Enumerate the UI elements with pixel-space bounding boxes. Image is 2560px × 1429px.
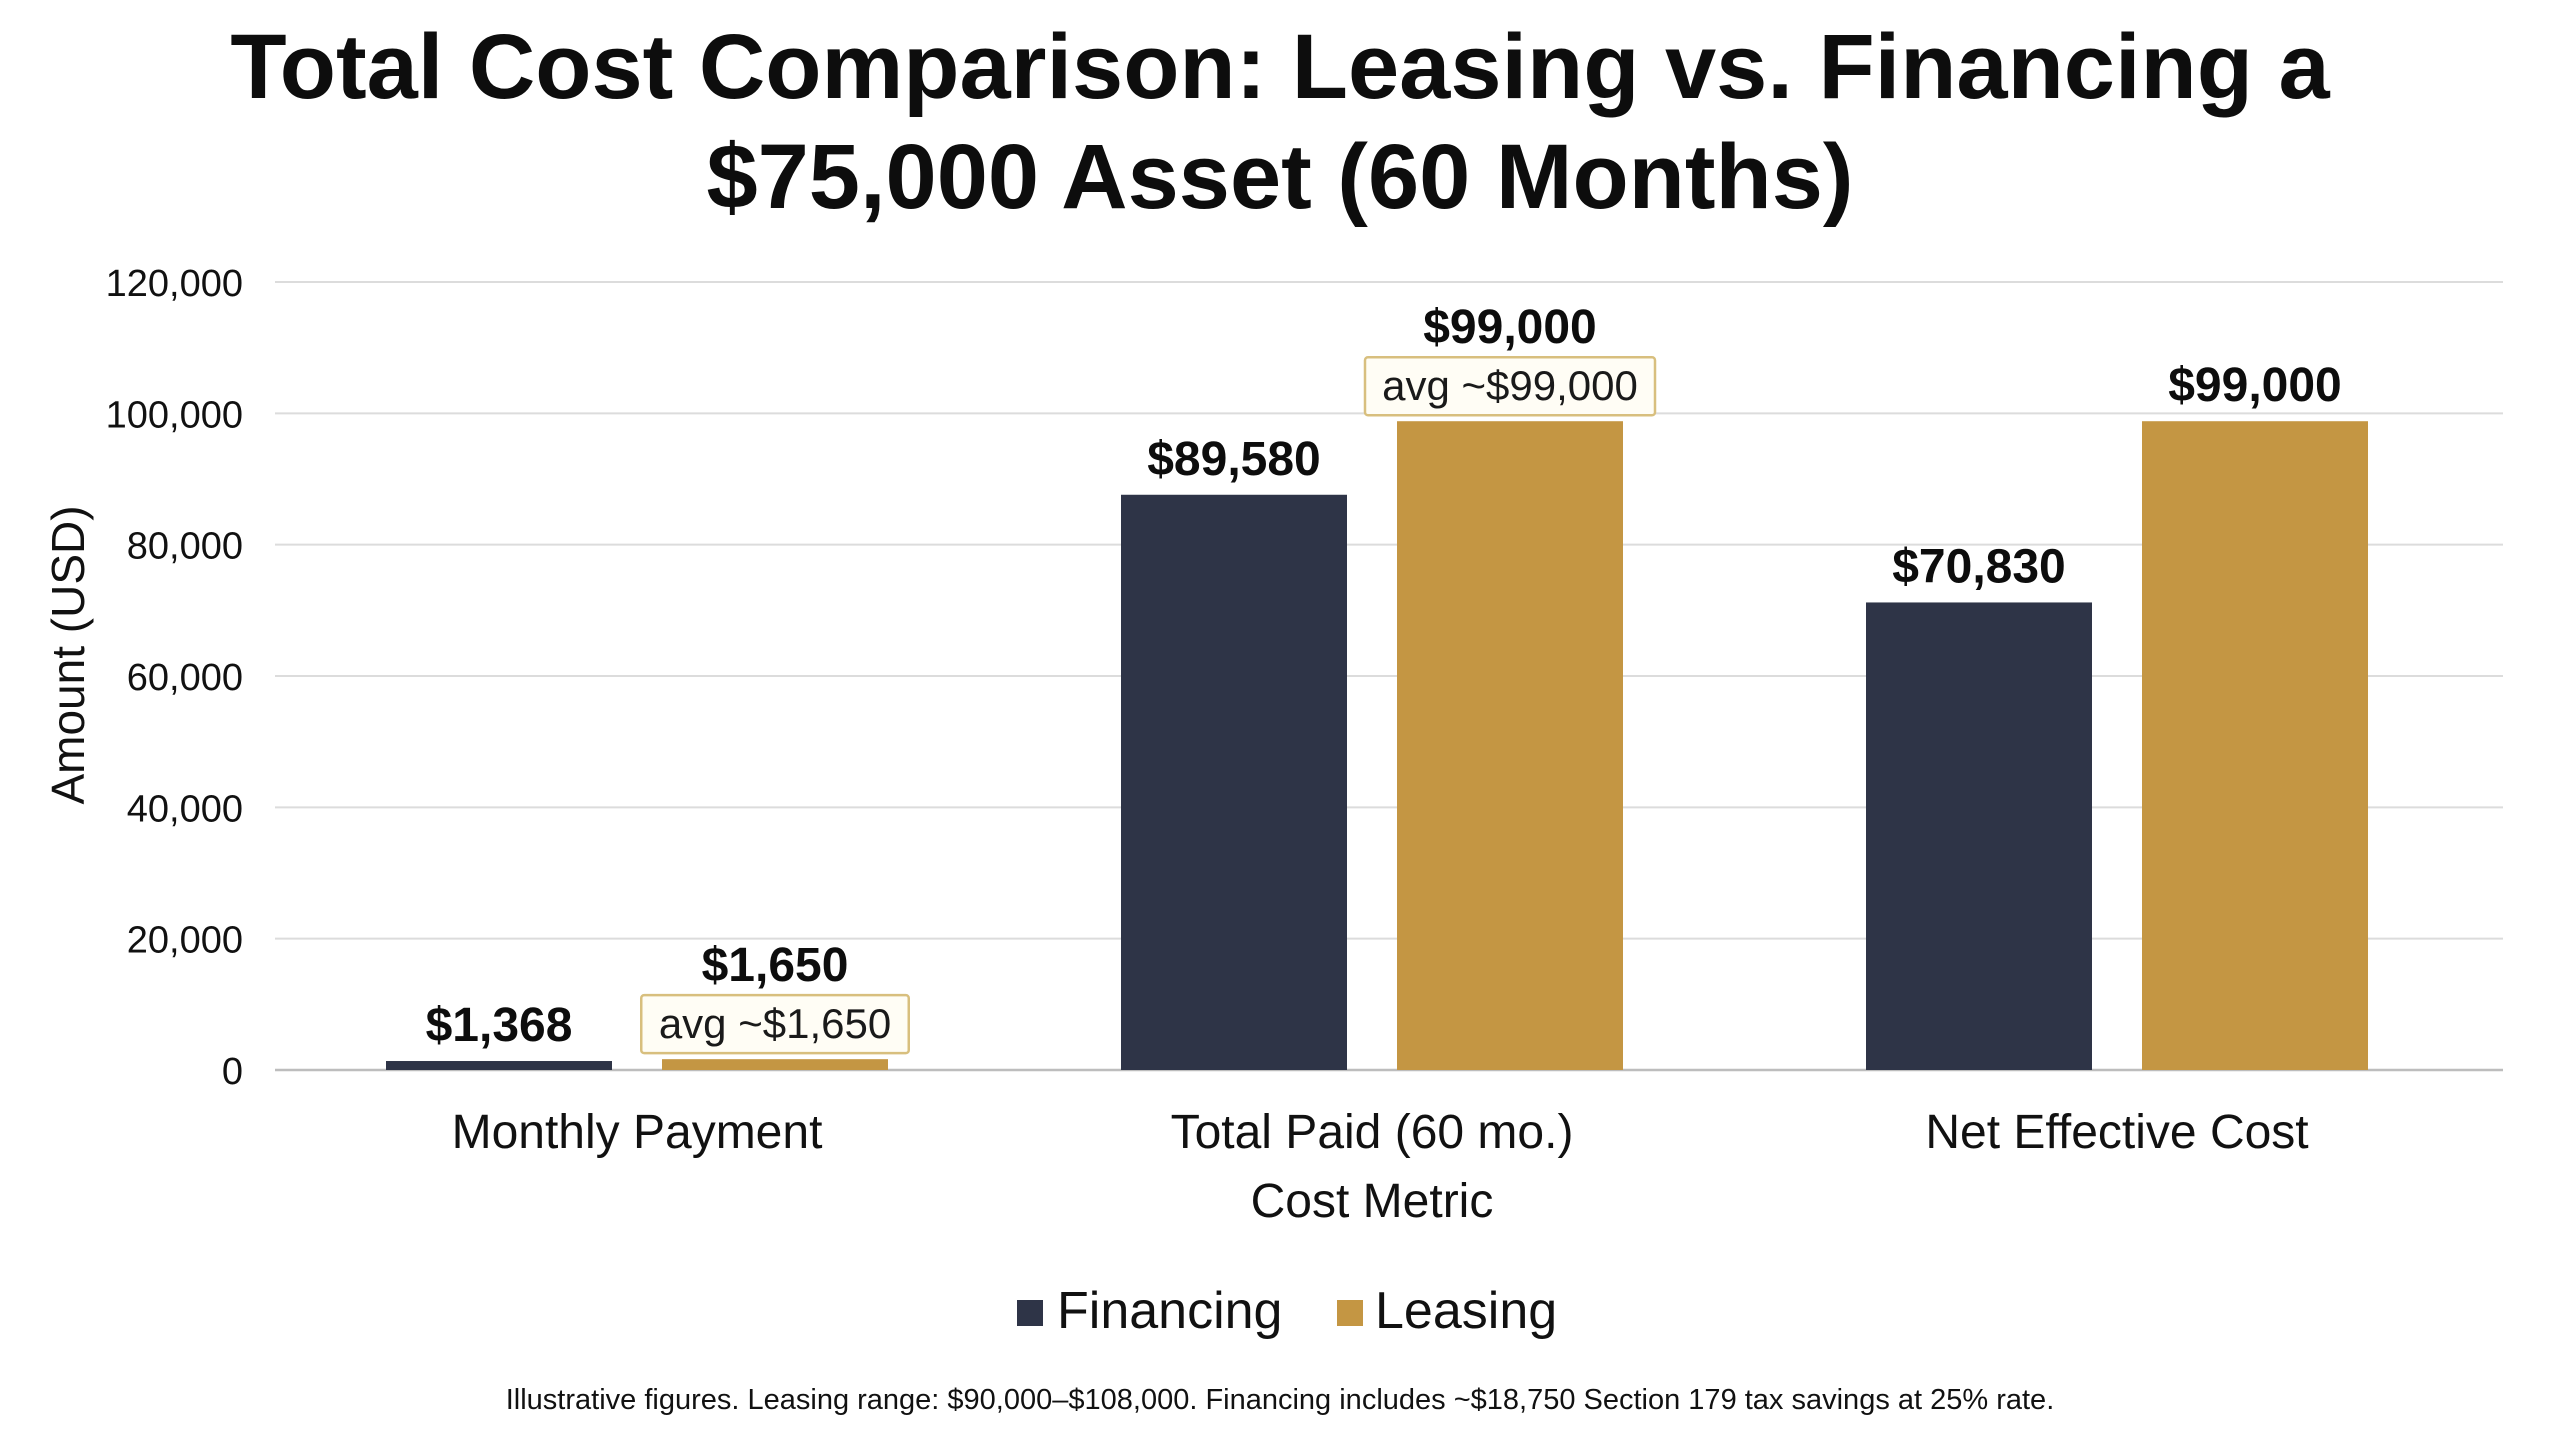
data-label: $99,000 <box>2168 359 2342 412</box>
bar-financing-0 <box>386 1061 612 1070</box>
data-label: $99,000 <box>1423 301 1597 354</box>
annotations: avg ~$1,650 avg ~$99,000 <box>640 355 1657 1055</box>
y-axis-label: Amount (USD) <box>42 505 94 804</box>
annotation-text: avg ~$1,650 <box>659 1000 891 1047</box>
value-labels: $1,368 $1,650 $89,580 $99,000 $70,830 $99,000 <box>426 301 2342 1052</box>
legend-label: Financing <box>1057 1282 1282 1340</box>
bar-financing-2 <box>1866 602 2092 1070</box>
x-tick-label: Monthly Payment <box>452 1106 823 1159</box>
legend: Financing Leasing <box>1017 1282 1557 1340</box>
y-tick-label: 0 <box>222 1051 243 1093</box>
y-tick-label: 100,000 <box>106 394 243 436</box>
legend-item-leasing: Leasing <box>1337 1282 1557 1340</box>
chart-title-line-1: Total Cost Comparison: Leasing vs. Finan… <box>230 16 2330 118</box>
annotation-box: avg ~$1,650 <box>640 993 910 1055</box>
data-label: $70,830 <box>1892 540 2066 593</box>
legend-swatch <box>1337 1300 1363 1326</box>
bar-financing-1 <box>1121 494 1347 1070</box>
chart-title-line-2: $75,000 Asset (60 Months) <box>706 126 1853 228</box>
y-tick-label: 80,000 <box>127 526 243 568</box>
x-tick-label: Net Effective Cost <box>1925 1106 2308 1159</box>
y-tick-label: 120,000 <box>106 263 243 305</box>
footnote: Illustrative figures. Leasing range: $90… <box>506 1384 2055 1416</box>
legend-swatch <box>1017 1300 1043 1326</box>
annotation-text: avg ~$99,000 <box>1382 362 1638 409</box>
legend-item-financing: Financing <box>1017 1282 1282 1340</box>
bar-leasing-1 <box>1397 421 1623 1070</box>
data-label: $1,650 <box>702 939 849 992</box>
y-tick-label: 40,000 <box>127 788 243 830</box>
y-tick-label: 20,000 <box>127 920 243 962</box>
legend-label: Leasing <box>1375 1282 1557 1340</box>
x-tick-label: Total Paid (60 mo.) <box>1171 1106 1574 1159</box>
bars <box>386 421 2368 1070</box>
data-label: $1,368 <box>426 999 573 1052</box>
x-axis-ticks: Monthly Payment Total Paid (60 mo.) Net Ef… <box>452 1106 2309 1159</box>
y-tick-label: 60,000 <box>127 657 243 699</box>
bar-leasing-2 <box>2142 421 2368 1070</box>
chart-title: Total Cost Comparison: Leasing vs. Finan… <box>230 16 2330 228</box>
bar-leasing-0 <box>662 1059 888 1070</box>
annotation-frame <box>1363 355 1657 417</box>
x-axis-label: Cost Metric <box>1251 1175 1494 1228</box>
annotation-frame <box>640 993 910 1055</box>
data-label: $89,580 <box>1147 433 1321 486</box>
annotation-box: avg ~$99,000 <box>1363 355 1657 417</box>
y-axis-ticks: 0 20,000 40,000 60,000 80,000 100,000 120,000 <box>106 263 243 1093</box>
